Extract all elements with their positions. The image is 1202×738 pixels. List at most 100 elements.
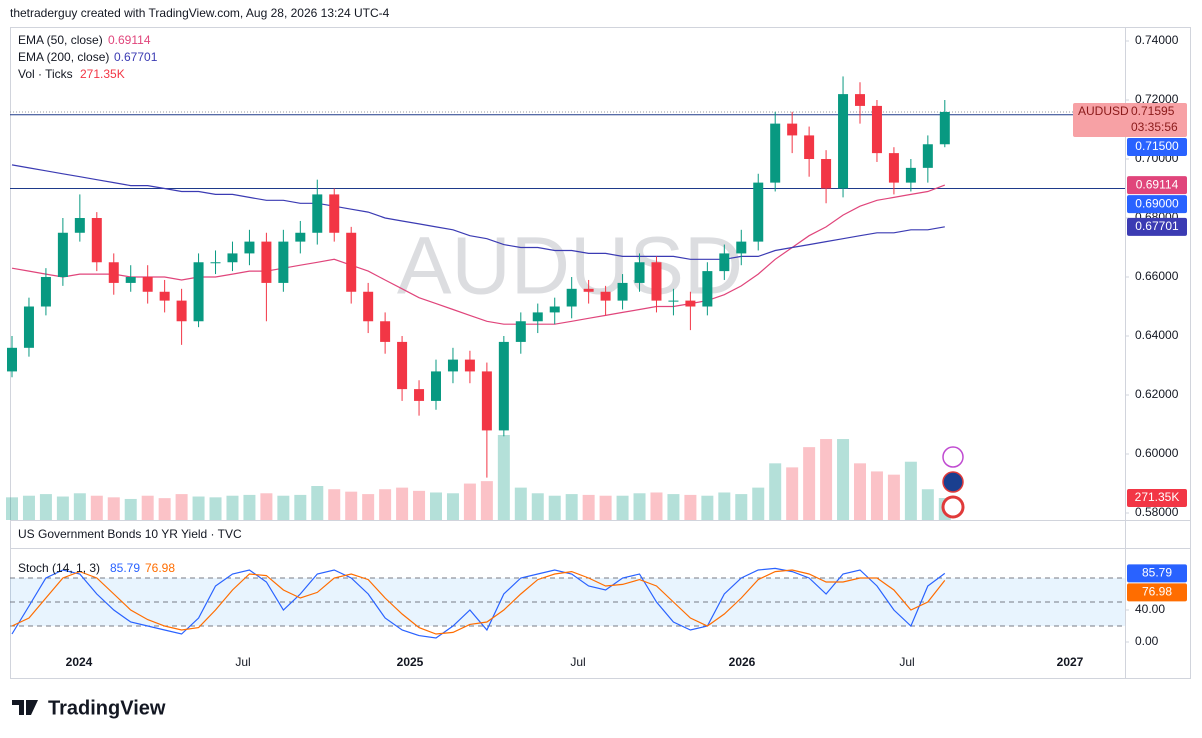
candle-body — [380, 321, 391, 342]
volume-bar — [6, 497, 18, 520]
axis-badge-label: 0.69114 — [1136, 177, 1179, 191]
candle-body — [549, 306, 560, 313]
volume-bar — [735, 494, 748, 520]
volume-bar — [209, 497, 222, 520]
volume-bar — [446, 493, 459, 520]
volume-bar — [837, 439, 850, 520]
candle-body — [91, 218, 102, 263]
x-tick-label: Jul — [570, 655, 585, 669]
volume-bar — [463, 483, 476, 520]
stoch-line — [11, 567, 946, 639]
volume-bar — [803, 447, 816, 520]
volume-bar — [480, 481, 493, 520]
candle-body — [278, 241, 289, 283]
candle-body — [871, 105, 882, 154]
y-tick-label: 0.66000 — [1135, 269, 1179, 283]
volume-bar — [718, 492, 731, 520]
volume-bar — [192, 496, 205, 520]
volume-bar — [39, 494, 52, 520]
candle-body — [125, 277, 136, 283]
volume-bar — [616, 495, 629, 520]
candle-body — [312, 194, 323, 233]
volume-bar — [752, 487, 765, 520]
axis-badge — [1127, 217, 1187, 236]
candle-body — [261, 241, 272, 283]
pane-label: US Government Bonds 10 YR Yield · TVC — [18, 527, 242, 541]
axis-badge — [1127, 137, 1187, 156]
footer-logo: TradingView — [12, 697, 166, 719]
volume-bar — [73, 493, 86, 520]
volume-bar — [650, 492, 663, 520]
header: thetraderguy created with TradingView.co… — [10, 6, 390, 20]
axis-badge-label: 0.71500 — [1135, 139, 1179, 153]
volume-bar — [599, 495, 612, 520]
candle-body — [210, 262, 221, 264]
volume-bar — [870, 471, 883, 520]
volume-badge — [1127, 489, 1187, 507]
y-tick-label: 0.00 — [1135, 634, 1159, 648]
logo-mark — [12, 700, 38, 715]
candle-body — [905, 167, 916, 183]
x-tick-label: 2027 — [1057, 655, 1084, 669]
candle-body — [7, 347, 17, 372]
candle-body — [838, 94, 849, 189]
candle-body — [414, 389, 425, 401]
y-tick-label: 0.58000 — [1135, 505, 1179, 519]
x-tick-label: 2025 — [397, 655, 424, 669]
flag-icon[interactable] — [942, 471, 964, 493]
stoch-name: Stoch (14, 1, 3) — [18, 561, 100, 575]
volume-bar — [921, 489, 934, 520]
volume-bar — [226, 495, 239, 520]
axis-badge-label: 0.69000 — [1135, 196, 1179, 210]
volume-bar — [22, 495, 35, 520]
plot: 0.740000.720000.700000.680000.660000.640… — [6, 33, 1187, 669]
symbol-label: AUDUSD — [1078, 104, 1129, 118]
legend-value: 0.69114 — [108, 33, 151, 47]
candle-body — [23, 306, 34, 348]
volume-bar — [514, 487, 527, 520]
candle-body — [295, 232, 306, 242]
volume-bar — [854, 463, 866, 520]
flag-icon[interactable] — [941, 495, 965, 519]
volume-bar — [141, 495, 154, 520]
candle-body — [176, 300, 187, 322]
price-label: 0.71595 — [1131, 104, 1175, 118]
x-tick-label: 2024 — [66, 655, 93, 669]
candle-body — [888, 153, 899, 183]
candle-body — [346, 232, 357, 292]
volume-bar — [345, 491, 358, 520]
ema-line — [11, 184, 946, 325]
axis-badge-label: 76.98 — [1142, 585, 1172, 599]
candle-body — [397, 341, 408, 390]
volume-bar — [243, 494, 256, 520]
candle-body — [363, 291, 374, 322]
footer-brand: TradingView — [48, 697, 166, 719]
volume-bar — [107, 497, 120, 520]
candle-body — [566, 288, 577, 307]
axis-badge — [1127, 195, 1187, 214]
volume-bar — [820, 439, 833, 520]
candle-body — [464, 359, 475, 372]
candle-body — [159, 291, 170, 301]
volume-bar — [786, 467, 799, 520]
candle-body — [583, 288, 594, 292]
volume-bar — [90, 495, 103, 520]
candle-body — [244, 241, 255, 254]
volume-bar — [277, 495, 290, 520]
candle-body — [939, 111, 950, 145]
legend-value: 0.67701 — [114, 50, 158, 64]
volume-bar — [531, 493, 544, 520]
candle-body — [108, 262, 119, 283]
event-icon[interactable] — [942, 446, 964, 468]
volume-bar — [328, 489, 341, 520]
volume-bar — [769, 463, 782, 520]
price-badge — [1073, 102, 1187, 137]
ema-line — [11, 164, 945, 260]
candle-body — [74, 218, 85, 233]
axis-badge — [1127, 583, 1187, 602]
volume-bar — [548, 495, 561, 520]
candle-body — [498, 341, 509, 431]
volume-bar — [667, 494, 680, 520]
candle-body — [142, 277, 153, 292]
